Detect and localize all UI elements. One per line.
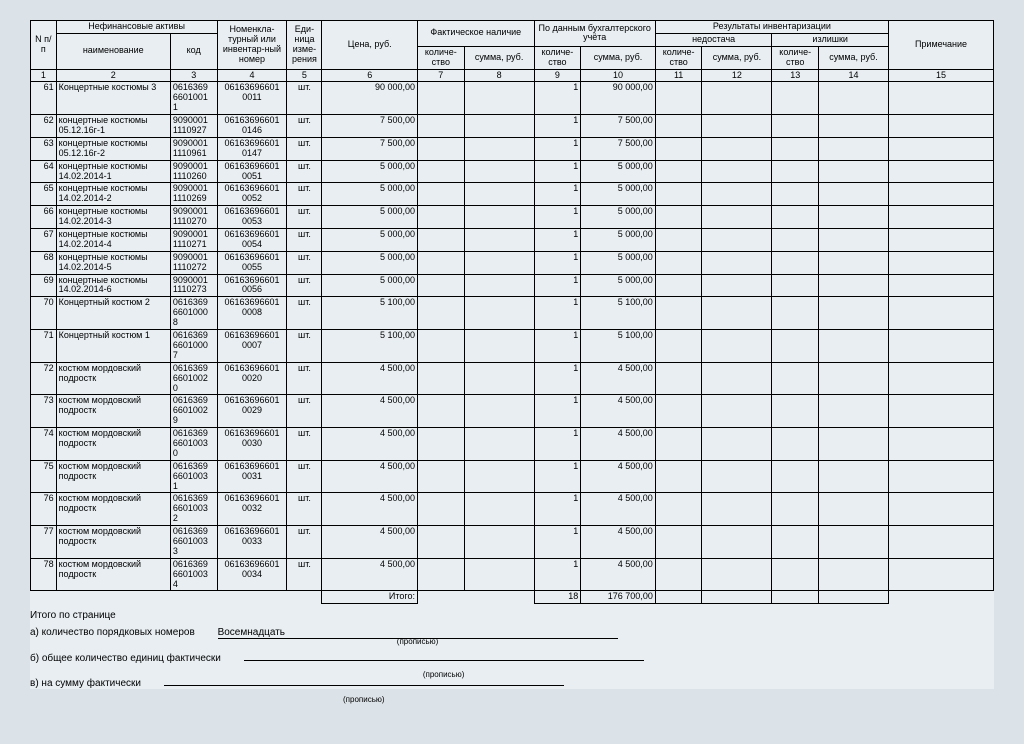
table-row: 73костюм мордовский подростк0616369 6601… — [31, 395, 994, 428]
footer-b: б) общее количество единиц фактически — [30, 653, 221, 664]
table-row: 76костюм мордовский подростк0616369 6601… — [31, 493, 994, 526]
table-body: 61Концертные костюмы 30616369 6601001 10… — [31, 82, 994, 591]
table-row: 68концертные костюмы 14.02.2014-59090001… — [31, 251, 994, 274]
table-totals: Итого: 18 176 700,00 — [31, 591, 994, 604]
col-unit: Еди-ница изме-рения — [287, 21, 322, 70]
table-row: 63концертные костюмы 05.12.16г-29090001 … — [31, 137, 994, 160]
footer-c-value: (прописью) — [164, 685, 564, 686]
totals-sum: 176 700,00 — [581, 591, 656, 604]
col-n: N п/п — [31, 21, 57, 70]
sub-qty: количе-ство — [655, 46, 702, 69]
inventory-table: N п/п Нефинансовые активы Номенкла-турны… — [30, 20, 994, 604]
sub-qty: количе-ство — [418, 46, 465, 69]
col-name: наименование — [56, 33, 170, 69]
col-code: код — [170, 33, 217, 69]
table-row: 65концертные костюмы 14.02.2014-29090001… — [31, 183, 994, 206]
table-row: 75костюм мордовский подростк0616369 6601… — [31, 460, 994, 493]
table-row: 74костюм мордовский подростк0616369 6601… — [31, 428, 994, 461]
table-row: 64концертные костюмы 14.02.2014-19090001… — [31, 160, 994, 183]
table-row: 67концертные костюмы 14.02.2014-49090001… — [31, 229, 994, 252]
sub-sum: сумма, руб. — [702, 46, 772, 69]
col-fact: Фактическое наличие — [418, 21, 535, 47]
column-number-row: 123456789101112131415 — [31, 69, 994, 82]
page-footer: Итого по странице а) количество порядков… — [30, 610, 994, 689]
footer-a-value: Восемнадцать (прописью) — [218, 627, 618, 639]
table-row: 62концертные костюмы 05.12.16г-19090001 … — [31, 115, 994, 138]
col-results: Результаты инвентаризации — [655, 21, 888, 34]
inventory-sheet: N п/п Нефинансовые активы Номенкла-турны… — [30, 20, 994, 689]
table-row: 69концертные костюмы 14.02.2014-69090001… — [31, 274, 994, 297]
table-row: 72костюм мордовский подростк0616369 6601… — [31, 362, 994, 395]
sub-sum: сумма, руб. — [819, 46, 889, 69]
footer-c: в) на сумму фактически — [30, 678, 141, 689]
table-row: 78костюм мордовский подростк0616369 6601… — [31, 558, 994, 591]
table-header: N п/п Нефинансовые активы Номенкла-турны… — [31, 21, 994, 82]
col-note: Примечание — [888, 21, 993, 70]
under-label: (прописью) — [218, 637, 618, 646]
sub-qty: количе-ство — [534, 46, 581, 69]
table-row: 66концертные костюмы 14.02.2014-39090001… — [31, 206, 994, 229]
col-price: Цена, руб. — [322, 21, 418, 70]
table-row: 71Концертный костюм 10616369 6601000 706… — [31, 330, 994, 363]
totals-qty: 18 — [534, 591, 581, 604]
col-assets: Нефинансовые активы — [56, 21, 217, 34]
col-surplus: излишки — [772, 33, 889, 46]
sub-sum: сумма, руб. — [581, 46, 656, 69]
table-row: 61Концертные костюмы 30616369 6601001 10… — [31, 82, 994, 115]
table-row: 77костюм мордовский подростк0616369 6601… — [31, 526, 994, 559]
sub-qty: количе-ство — [772, 46, 819, 69]
footer-a: а) количество порядковых номеров — [30, 627, 195, 638]
col-inv: Номенкла-турный или инвентар-ный номер — [217, 21, 287, 70]
under-label: (прописью) — [164, 695, 564, 704]
table-row: 70Концертный костюм 20616369 6601000 806… — [31, 297, 994, 330]
sub-sum: сумма, руб. — [464, 46, 534, 69]
footer-b-value: (прописью) — [244, 660, 644, 661]
under-label: (прописью) — [244, 670, 644, 679]
footer-title: Итого по странице — [30, 610, 994, 621]
col-acct: По данным бухгалтерского учёта — [534, 21, 655, 47]
col-short: недостача — [655, 33, 772, 46]
totals-label: Итого: — [322, 591, 418, 604]
